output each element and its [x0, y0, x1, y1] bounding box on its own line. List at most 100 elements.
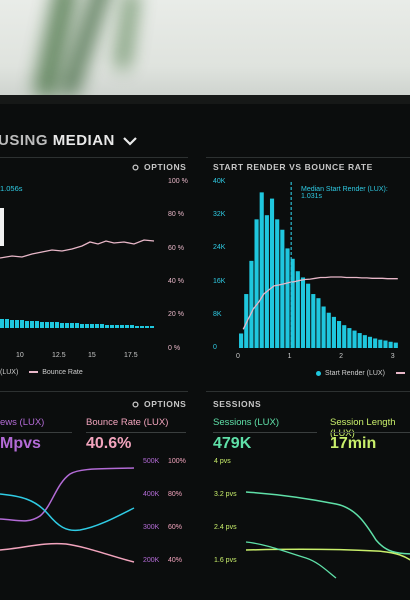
views-tick: 400K — [143, 491, 160, 498]
tl-bar — [10, 320, 14, 328]
x-tick: 12.5 — [52, 352, 66, 359]
tl-bar — [140, 326, 144, 328]
pvs-tick: 4 pvs — [214, 458, 231, 465]
top-left-value-label: 1.056s — [0, 184, 23, 193]
session-length-label: Session Length (LUX) — [330, 417, 396, 439]
tl-bar — [50, 322, 54, 328]
y-tick: 40K — [213, 178, 226, 185]
tl-bar — [150, 326, 154, 328]
bounce-rate-label: Bounce Rate (LUX) — [86, 417, 169, 428]
window-backdrop — [0, 0, 410, 95]
tl-bar — [90, 324, 94, 328]
sessions-line-2 — [245, 541, 337, 579]
start-render-bar — [280, 229, 285, 348]
page-views-line — [0, 467, 135, 522]
tl-bar — [55, 322, 59, 328]
tr-legend: Start Render (LUX) — [316, 370, 409, 377]
start-render-bar — [321, 306, 326, 348]
bounce-rate-value: 40.6% — [86, 435, 132, 452]
tl-bar — [65, 323, 69, 328]
percent-tick: 80 % — [168, 211, 184, 219]
plant-leaf-3 — [114, 0, 140, 71]
tl-bar — [120, 325, 124, 328]
chevron-down-icon[interactable] — [122, 136, 137, 146]
pvs-tick: 1.6 pvs — [214, 557, 237, 564]
options-icon — [132, 401, 139, 408]
pvs-tick: 3.2 pvs — [214, 491, 237, 498]
start-render-bar — [362, 335, 367, 348]
sessions-value: 479K — [213, 435, 252, 452]
start-render-bar — [311, 294, 316, 348]
metric-divider — [86, 432, 186, 433]
options-button-tl[interactable]: OPTIONS — [132, 162, 186, 172]
br-chart — [245, 491, 410, 579]
tl-bar — [95, 324, 99, 328]
percent-tick: 20 % — [168, 311, 184, 319]
views-tick: 200K — [143, 557, 160, 564]
tl-bar — [100, 324, 104, 328]
start-render-bar — [337, 321, 342, 348]
start-render-bar — [275, 219, 280, 348]
tl-bar — [135, 326, 139, 328]
y-tick: 0 — [213, 344, 217, 351]
tl-bar — [110, 325, 114, 328]
options-icon — [132, 164, 139, 171]
metric-divider — [330, 432, 410, 433]
tl-bar — [0, 319, 4, 328]
start-render-bar — [254, 219, 259, 348]
tr-annotation: Median Start Render (LUX): 1.031s — [301, 186, 388, 200]
start-render-bar — [383, 340, 388, 348]
tl-chart — [0, 239, 155, 328]
metric-divider — [0, 432, 72, 433]
options-button-bl[interactable]: OPTIONS — [132, 399, 186, 409]
x-tick: 0 — [236, 353, 240, 360]
dashboard-title[interactable]: USING MEDIAN — [0, 132, 137, 149]
start-render-bar — [316, 298, 321, 348]
panel-tr-rule — [206, 157, 410, 158]
tl-legend: (LUX) Bounce Rate — [0, 369, 83, 376]
x-tick: 2 — [339, 353, 344, 360]
tl-bar — [30, 321, 34, 328]
metric-divider — [213, 432, 317, 433]
views-value: Mpvs — [0, 435, 41, 452]
tl-bar — [15, 320, 19, 328]
start-render-bar — [378, 339, 383, 348]
start-render-bar — [306, 283, 311, 348]
tl-bar — [85, 324, 89, 328]
tl-bounce-line — [0, 239, 155, 259]
start-render-bar — [373, 338, 378, 348]
tl-bar — [45, 322, 49, 328]
tl-legend-left: (LUX) — [0, 369, 19, 376]
session-length-line — [245, 548, 410, 561]
title-lead: USING — [0, 132, 49, 149]
options-label-bl: OPTIONS — [144, 399, 187, 409]
start-render-bar — [249, 260, 254, 348]
start-render-bar — [295, 271, 300, 348]
tl-bar — [125, 325, 129, 328]
start-render-chart — [239, 182, 398, 348]
bl-bounce-line — [0, 493, 135, 532]
bl-bounce-line-2 — [0, 542, 135, 563]
tl-bar — [70, 323, 74, 328]
start-render-bar — [269, 198, 275, 348]
y-tick: 24K — [213, 244, 226, 252]
percent-tick: 100% — [168, 458, 186, 465]
percent-tick: 0 % — [168, 344, 181, 352]
y-tick: 16K — [213, 277, 226, 285]
tl-bar — [145, 326, 149, 328]
bl-chart — [0, 467, 135, 563]
start-render-bar — [331, 316, 336, 348]
tl-bar — [80, 324, 84, 328]
bounce-rate-line — [242, 276, 398, 330]
percent-tick: 60 % — [168, 244, 184, 252]
session-length-value: 17min — [330, 435, 377, 452]
start-render-bar — [239, 333, 244, 348]
tl-legend-line-swatch — [29, 371, 39, 373]
y-tick: 8K — [213, 310, 222, 318]
tr-panel-title: START RENDER VS BOUNCE RATE — [213, 162, 373, 172]
tl-bar — [20, 320, 24, 328]
tl-bar — [105, 325, 109, 328]
start-render-bar — [285, 248, 290, 348]
x-tick: 17.5 — [124, 352, 138, 359]
tl-bar — [40, 322, 44, 328]
